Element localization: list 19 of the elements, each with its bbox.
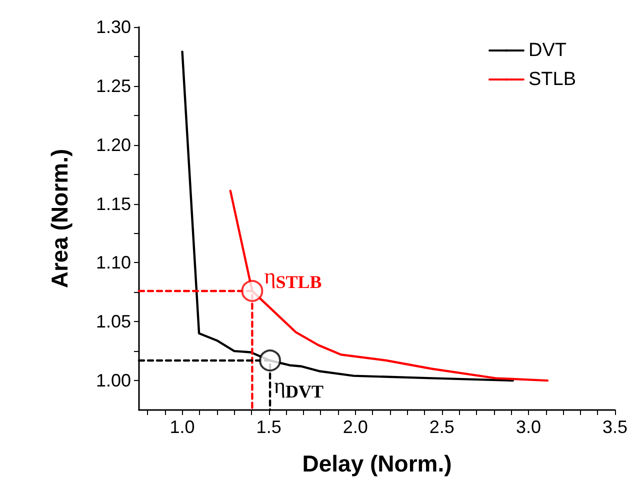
y-tick-label: 1.15 bbox=[96, 194, 131, 214]
line-series bbox=[229, 190, 549, 382]
legend-label: DVT bbox=[528, 40, 567, 61]
x-axis-title: Delay (Norm.) bbox=[302, 450, 452, 476]
x-tick-label: 1.5 bbox=[256, 417, 282, 437]
y-tick-label: 1.10 bbox=[96, 252, 131, 273]
x-tick-label: 2.0 bbox=[342, 417, 368, 437]
y-tick-label: 1.20 bbox=[96, 134, 131, 155]
y-axis-title: Area (Norm.) bbox=[46, 148, 72, 288]
x-tick-label: 3.5 bbox=[602, 417, 628, 437]
x-tick-label: 2.5 bbox=[429, 417, 454, 437]
y-tick-label: 1.00 bbox=[96, 370, 131, 391]
line-series bbox=[181, 50, 514, 382]
legend-label: STLB bbox=[528, 69, 576, 90]
y-tick-label: 1.05 bbox=[96, 312, 131, 332]
x-tick-label: 1.0 bbox=[170, 417, 195, 437]
x-tick-label: 3.0 bbox=[516, 417, 541, 437]
y-tick-label: 1.30 bbox=[96, 17, 131, 37]
y-tick-label: 1.25 bbox=[96, 76, 131, 96]
